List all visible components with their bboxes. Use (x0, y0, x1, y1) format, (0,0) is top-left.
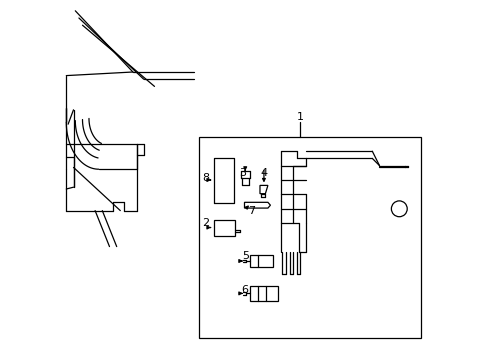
Text: 4: 4 (260, 168, 267, 178)
Text: 2: 2 (202, 218, 209, 228)
Text: 5: 5 (241, 251, 248, 261)
Text: 8: 8 (202, 173, 209, 183)
Bar (249, 255, 273, 267)
Text: 3: 3 (239, 168, 245, 178)
Text: 6: 6 (241, 285, 248, 295)
Text: 1: 1 (296, 112, 303, 122)
Bar (213, 220, 234, 236)
Text: 7: 7 (247, 206, 255, 216)
Bar (199, 137, 420, 338)
Bar (249, 286, 277, 301)
